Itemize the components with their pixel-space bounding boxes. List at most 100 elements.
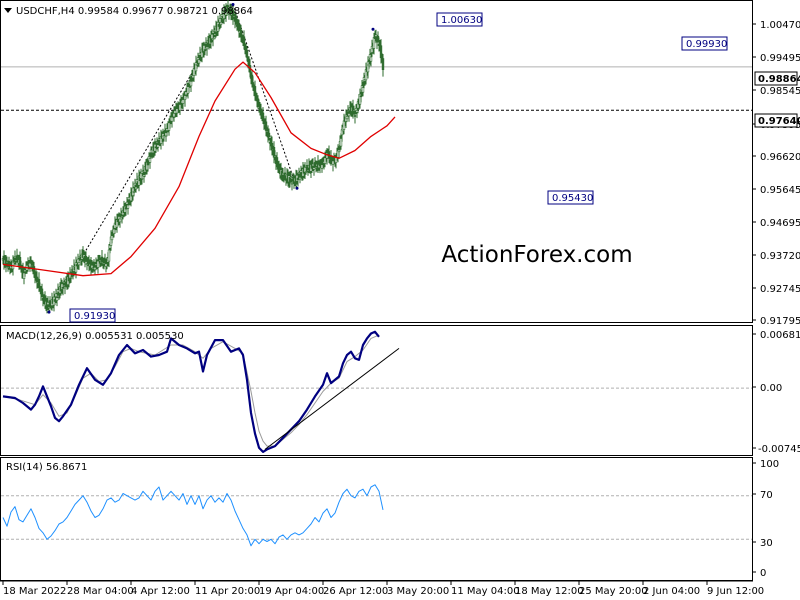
price-y-tick: 0.98545: [752, 86, 800, 97]
price-marks: [1, 0, 752, 314]
candle-body: [312, 167, 316, 170]
y-tick-label: 0.92745: [760, 284, 800, 295]
candle-body: [234, 15, 238, 21]
x-tick: 3 May 20:00: [386, 581, 449, 597]
candle-body: [361, 87, 365, 93]
time-axis: 18 Mar 2022 28 Mar 04:00 4 Apr 12:00 11 …: [0, 580, 764, 597]
x-tick: 28 Mar 04:00: [66, 581, 134, 597]
candle-body: [205, 46, 209, 50]
rsi-marks: [1, 484, 752, 547]
y-tick-label: 0.99495: [760, 53, 800, 64]
rsi-y-tick: 30: [752, 538, 773, 549]
price-y-tick: 0.93720: [752, 251, 800, 262]
x-tick-label: 11 May 04:00: [451, 586, 520, 597]
y-tick-label: 1.00470: [760, 20, 800, 31]
x-tick-label: 25 May 20:00: [579, 586, 648, 597]
x-tick-label: 19 Apr 04:00: [259, 586, 324, 597]
x-tick: 18 Mar 2022: [2, 581, 66, 597]
candle-body: [219, 21, 223, 25]
x-tick: 18 May 12:00: [514, 581, 584, 597]
candle-body: [345, 116, 349, 120]
rsi-y-tick: 70: [752, 490, 773, 501]
candle-body: [289, 176, 293, 178]
candle-body: [327, 151, 331, 158]
x-tick: 11 May 04:00: [450, 581, 520, 597]
price-panel-frame: [0, 0, 753, 323]
rsi-panel-header: RSI(14) 56.8671: [6, 462, 87, 473]
annotation-recent-high: 0.99930: [681, 36, 728, 51]
candle-body: [146, 162, 150, 166]
rsi-y-axis: 100 70 30 0: [752, 459, 779, 579]
candle-body: [118, 218, 122, 223]
price-panel-header: USDCHF,H4 0.99584 0.99677 0.98721 0.9886…: [16, 6, 253, 17]
x-tick: 26 Apr 12:00: [322, 581, 388, 597]
candle-body: [96, 260, 100, 268]
x-tick-label: 3 May 20:00: [387, 586, 449, 597]
macd-y-tick: 0.006815: [752, 330, 800, 341]
annotation-anchor: [231, 3, 235, 6]
price-y-tick: 0.99495: [752, 53, 800, 64]
candle-body: [245, 49, 249, 58]
watermark: ActionForex.com: [441, 242, 632, 268]
candle-body: [305, 165, 309, 167]
price-y-tick: 0.92745: [752, 284, 800, 295]
annotation-low: 0.91930: [69, 308, 116, 323]
candle-body: [353, 115, 357, 117]
annotation-label: 1.00630: [441, 15, 482, 26]
x-tick-label: 28 Mar 04:00: [67, 586, 134, 597]
candle-body: [69, 276, 73, 279]
x-tick: 4 Apr 12:00: [130, 581, 190, 597]
x-tick-label: 4 Apr 12:00: [131, 586, 190, 597]
annotation-anchor: [295, 186, 299, 190]
candle-body: [61, 286, 65, 289]
y-tick-label: 0.00: [760, 383, 782, 394]
x-tick: 25 May 20:00: [578, 581, 648, 597]
candle-body: [189, 81, 193, 87]
candle-body: [242, 36, 246, 44]
macd-panel-frame: [0, 325, 753, 456]
rsi-line: [2, 484, 384, 547]
x-tick: 19 Apr 04:00: [258, 581, 324, 597]
candle-body: [162, 135, 166, 138]
y-tick-label: 0: [760, 568, 766, 579]
y-tick-label: 0.98545: [760, 86, 800, 97]
candle-body: [275, 157, 279, 162]
price-y-tick: 0.91795: [752, 316, 800, 327]
macd-panel: MACD(12,26,9) 0.005531 0.005530 0.006815…: [0, 325, 800, 456]
annotation-label: 0.91930: [74, 311, 115, 322]
y-tick-label: 0.96620: [760, 152, 800, 163]
x-tick-label: 26 Apr 12:00: [323, 586, 388, 597]
candle-body: [253, 86, 257, 95]
candle-body: [259, 108, 263, 113]
candle-body: [251, 82, 255, 87]
macd-marks: [1, 330, 752, 453]
annotation-label: 0.95430: [552, 193, 593, 204]
macd-trendline: [264, 348, 400, 450]
candle-body: [124, 207, 128, 210]
price-y-tick: 1.00470: [752, 20, 800, 31]
y-tick-label: 0.91795: [760, 316, 800, 327]
price-y-axis: 1.00470 0.99495 0.98545 0.97595 0.96620 …: [752, 20, 800, 327]
candle-body: [226, 5, 230, 8]
candle-body: [203, 49, 207, 51]
y-tick-label: 0.006815: [760, 330, 800, 341]
candle-body: [381, 58, 385, 70]
price-y-tick: 0.94695: [752, 218, 800, 229]
y-tick-label: 70: [760, 490, 773, 501]
candle-body: [126, 204, 130, 209]
y-tick-label: 100: [760, 459, 779, 470]
x-tick: 9 Jun 12:00: [706, 581, 764, 597]
candle-body: [84, 255, 88, 259]
candle-body: [55, 297, 59, 301]
level-price-label: 0.97640: [758, 116, 800, 127]
candle-body: [267, 132, 271, 138]
header-menu-icon[interactable]: [4, 8, 12, 13]
x-tick-label: 2 Jun 04:00: [643, 586, 700, 597]
annotation-high: 1.00630: [436, 12, 483, 27]
candle-body: [107, 249, 111, 262]
candle-body: [156, 144, 160, 148]
candle-body: [261, 112, 265, 119]
macd-y-tick: 0.00: [752, 383, 782, 394]
annotation-label: 0.99930: [686, 39, 727, 50]
